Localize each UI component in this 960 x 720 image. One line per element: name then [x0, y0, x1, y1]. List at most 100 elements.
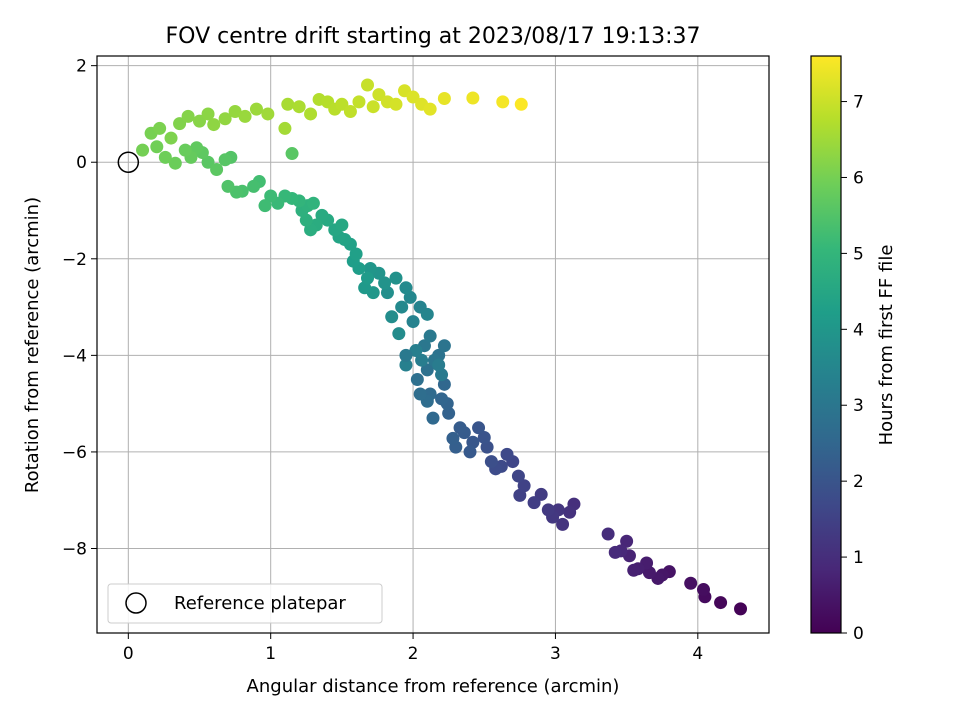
plot-frame: [96, 55, 770, 634]
colorbar-tick-label: 3: [853, 396, 864, 416]
data-point: [164, 131, 178, 145]
data-point: [372, 88, 386, 102]
data-point: [608, 545, 622, 559]
data-point: [409, 344, 423, 358]
x-axis-ticks: 0 1 2 3 4: [123, 633, 703, 664]
data-point: [484, 455, 498, 469]
data-point: [500, 447, 514, 461]
data-point: [511, 469, 525, 483]
data-point: [734, 602, 748, 616]
reference-platepar-marker: [117, 151, 140, 173]
data-point: [285, 147, 299, 161]
data-point: [406, 315, 420, 329]
data-point: [247, 179, 261, 193]
y-tick-label: 2: [76, 57, 87, 77]
data-point: [150, 140, 164, 154]
data-point: [228, 105, 242, 119]
data-point: [463, 445, 477, 459]
data-point: [514, 97, 528, 111]
y-tick-label: −2: [62, 250, 87, 270]
data-point: [352, 95, 366, 109]
y-tick-label: 0: [76, 153, 87, 173]
data-point: [361, 78, 375, 92]
data-point: [278, 121, 292, 135]
data-point: [423, 102, 437, 116]
colorbar-tick-label: 5: [853, 244, 864, 264]
data-point: [281, 97, 295, 111]
data-point: [496, 95, 510, 109]
data-point: [563, 505, 577, 519]
data-point: [190, 141, 204, 155]
data-point: [399, 281, 413, 295]
data-point: [304, 107, 318, 121]
legend-box: [107, 583, 383, 624]
y-tick-label: −6: [62, 443, 87, 463]
data-point: [210, 162, 224, 176]
data-point: [392, 327, 406, 341]
data-point: [620, 534, 634, 548]
data-point: [201, 155, 215, 169]
data-point: [423, 329, 437, 343]
colorbar-tick-label: 4: [853, 320, 864, 340]
data-point: [389, 271, 403, 285]
data-point: [527, 496, 541, 510]
data-point: [201, 107, 215, 121]
data-point: [349, 247, 363, 261]
colorbar-ticks: 0 1 2 3 4 5 6 7: [841, 93, 864, 644]
data-point: [446, 431, 460, 445]
data-point: [181, 109, 195, 123]
data-point: [517, 479, 531, 493]
y-axis-label: Rotation from reference (arcmin): [22, 197, 43, 493]
data-point: [335, 218, 349, 232]
x-tick-label: 0: [123, 644, 134, 664]
colorbar-tick-label: 0: [853, 624, 864, 644]
x-tick-label: 4: [692, 644, 703, 664]
chart-title: FOV centre drift starting at 2023/08/17 …: [166, 24, 701, 49]
data-point: [435, 392, 449, 406]
data-point: [413, 387, 427, 401]
data-point: [153, 121, 167, 135]
data-point: [406, 90, 420, 104]
data-point: [426, 411, 440, 425]
data-point: [366, 100, 380, 114]
colorbar-label: Hours from first FF file: [876, 245, 897, 446]
data-point: [136, 143, 150, 157]
legend-label: Reference platepar: [174, 593, 346, 614]
data-point: [221, 179, 235, 193]
data-point: [378, 276, 392, 290]
colorbar-tick-label: 6: [853, 168, 864, 188]
data-point: [158, 150, 172, 164]
data-point: [399, 358, 413, 372]
data-point: [249, 102, 263, 116]
legend-marker: [125, 592, 147, 614]
data-point: [420, 307, 434, 321]
data-point: [343, 105, 357, 119]
data-point: [193, 114, 207, 128]
legend: Reference platepar: [107, 583, 383, 624]
data-point: [395, 300, 409, 314]
data-point: [556, 517, 570, 531]
data-point: [410, 373, 424, 387]
data-point: [466, 91, 480, 105]
data-point: [415, 353, 429, 367]
data-point: [207, 118, 221, 132]
data-point: [238, 109, 252, 123]
data-point: [697, 583, 711, 597]
data-point: [420, 363, 434, 377]
data-point: [437, 339, 451, 353]
data-point: [173, 117, 187, 131]
data-point: [385, 310, 399, 324]
x-axis-label: Angular distance from reference (arcmin): [247, 676, 620, 697]
data-point: [261, 107, 275, 121]
data-point: [437, 91, 451, 105]
colorbar-tick-label: 1: [853, 548, 864, 568]
colorbar-tick-label: 7: [853, 93, 864, 113]
y-tick-label: −4: [62, 346, 87, 366]
x-tick-label: 1: [265, 644, 276, 664]
colorbar-tick-label: 2: [853, 472, 864, 492]
data-point: [258, 199, 272, 213]
scatter-points: [136, 78, 748, 616]
data-point: [541, 503, 555, 517]
data-point: [627, 563, 641, 577]
data-point: [218, 153, 232, 167]
